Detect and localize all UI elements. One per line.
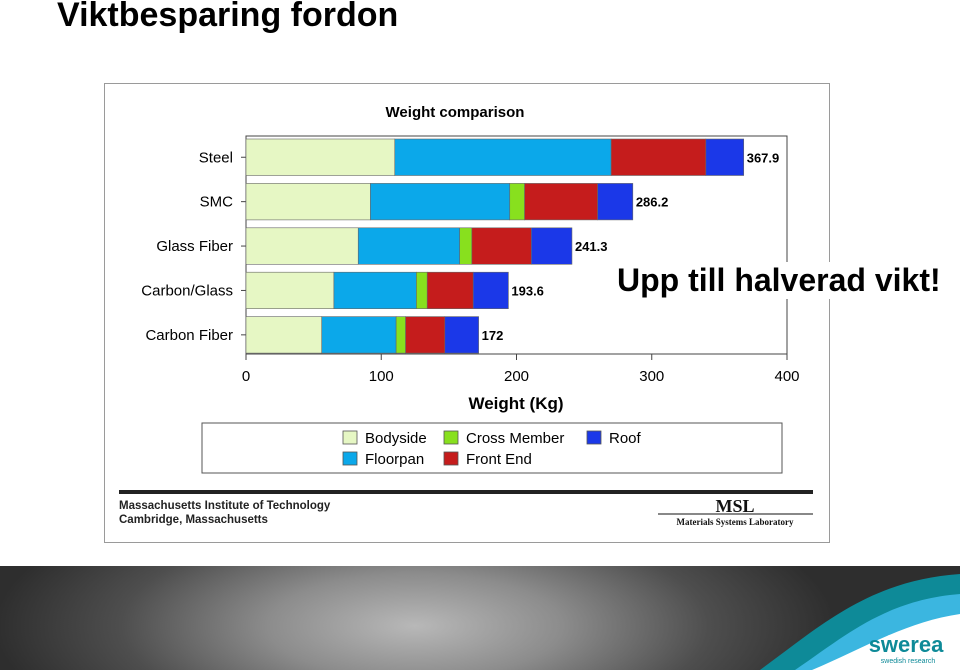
legend-swatch <box>342 451 358 466</box>
credits-line2: Cambridge, Massachusetts <box>119 514 268 526</box>
bar-segment <box>245 316 323 354</box>
msl-logo: MSL <box>715 496 754 516</box>
bar-segment <box>405 316 446 354</box>
bar-segment <box>472 271 509 309</box>
legend-swatch <box>342 430 358 445</box>
legend-swatch <box>443 451 459 466</box>
category-labels: Steel SMC Glass Fiber Carbon/Glass Carbon Fi… <box>141 149 233 344</box>
swerea-tagline: swedish research <box>881 658 936 665</box>
legend: Bodyside Floorpan Cross Member Front End Roo… <box>342 430 642 468</box>
x-tick-label: 100 <box>369 368 394 385</box>
bars-group: 367.9 286.2 241.3 193.6 172 <box>241 138 780 354</box>
bar-segment <box>444 316 479 354</box>
swerea-wordmark: swerea <box>869 632 944 657</box>
bar-segment <box>245 227 359 265</box>
bar-segment <box>245 183 371 221</box>
legend-swatch <box>443 430 459 445</box>
legend-label: Front End <box>466 451 532 468</box>
bar-segment <box>705 138 745 176</box>
slide-title: Viktbesparing fordon <box>57 0 399 34</box>
legend-label: Bodyside <box>365 430 427 447</box>
bar-segment <box>597 183 634 221</box>
category-label: Carbon Fiber <box>145 327 233 344</box>
x-axis-label: Weight (Kg) <box>468 394 563 413</box>
category-label: Glass Fiber <box>156 238 233 255</box>
bar-segment <box>395 316 406 354</box>
swerea-logo: swerea swedish research <box>760 574 960 670</box>
legend-swatch <box>586 430 602 445</box>
chart-title: Weight comparison <box>386 104 525 121</box>
bar-segment <box>357 227 460 265</box>
bar-segment <box>416 271 428 309</box>
x-tick-label: 0 <box>242 368 250 385</box>
bar-segment <box>509 183 525 221</box>
category-label: Carbon/Glass <box>141 282 233 299</box>
total-label: 367.9 <box>747 150 780 165</box>
bar-segment <box>333 271 417 309</box>
total-label: 172 <box>482 328 504 343</box>
weight-comparison-chart: Weight comparison 367.9 286.2 241.3 193.6 17… <box>119 104 813 527</box>
legend-box <box>201 422 783 474</box>
bar-segment <box>245 138 396 176</box>
bar-segment <box>245 271 335 309</box>
legend-label: Floorpan <box>365 451 424 468</box>
footer-band: swerea swedish research <box>0 566 960 670</box>
chart-figure: Weight comparison 367.9 286.2 241.3 193.6 17… <box>104 83 830 543</box>
x-tick-label: 400 <box>774 368 799 385</box>
bar-segment <box>426 271 474 309</box>
credits-line1: Massachusetts Institute of Technology <box>119 500 331 512</box>
slogan-text: Upp till halverad vikt! <box>615 262 943 299</box>
total-label: 241.3 <box>575 239 608 254</box>
total-label: 193.6 <box>511 283 544 298</box>
bar-segment <box>531 227 573 265</box>
x-tick-label: 300 <box>639 368 664 385</box>
x-axis: 0 100 200 300 400 <box>242 354 800 385</box>
bar-segment <box>471 227 532 265</box>
legend-label: Cross Member <box>466 430 564 447</box>
total-label: 286.2 <box>636 195 669 210</box>
bar-segment <box>370 183 511 221</box>
category-label: Steel <box>199 149 233 166</box>
category-label: SMC <box>200 194 234 211</box>
bar-segment <box>394 138 612 176</box>
swerea-wave-white <box>812 614 960 670</box>
msl-lab-name: Materials Systems Laboratory <box>677 517 794 527</box>
x-tick-label: 200 <box>504 368 529 385</box>
bar-segment <box>321 316 397 354</box>
legend-label: Roof <box>609 430 642 447</box>
bar-segment <box>524 183 598 221</box>
bar-segment <box>459 227 473 265</box>
bar-segment <box>610 138 707 176</box>
